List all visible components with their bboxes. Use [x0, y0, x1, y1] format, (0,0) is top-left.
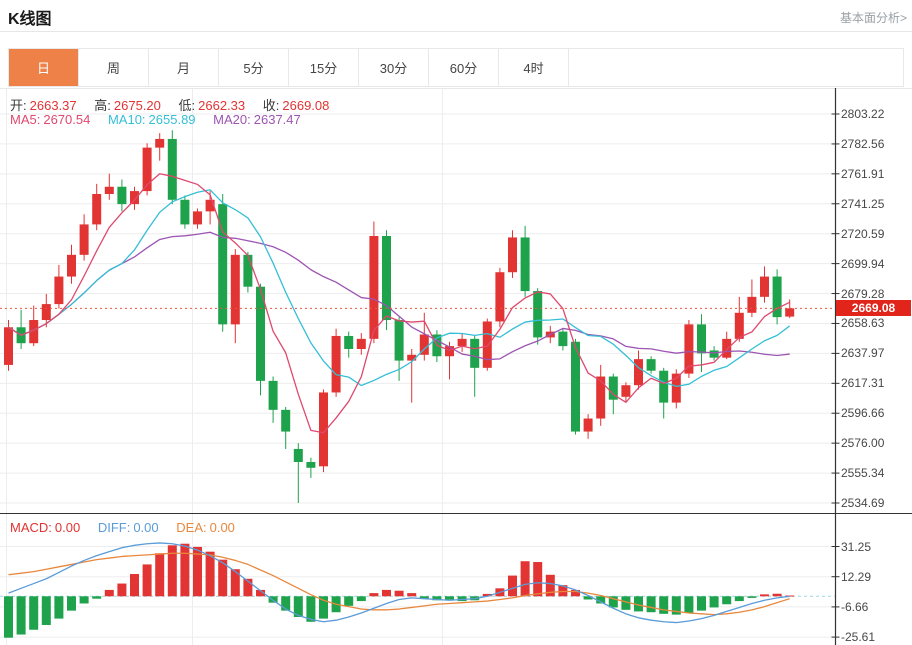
- tab-day[interactable]: 日: [9, 49, 79, 86]
- current-price-badge: 2669.08: [836, 300, 911, 317]
- macd-legend: MACD: 0.00 DIFF: 0.00 DEA: 0.00: [10, 520, 238, 535]
- tab-month[interactable]: 月: [149, 49, 219, 86]
- page-header: K线图 基本面分析>: [0, 0, 912, 32]
- diff-value: 0.00: [133, 520, 159, 535]
- dea-label: DEA:: [176, 520, 207, 535]
- macd-label: MACD:: [10, 520, 52, 535]
- high-value: 2675.20: [113, 98, 161, 113]
- macd-tick-label: 31.25: [841, 539, 872, 554]
- fundamental-analysis-link[interactable]: 基本面分析>: [839, 11, 907, 25]
- price-tick-label: 2761.91: [841, 166, 885, 181]
- open-value: 2663.37: [29, 98, 77, 113]
- price-tick-label: 2534.69: [841, 496, 885, 510]
- ma20-label: MA20:: [213, 112, 251, 127]
- tab-30min[interactable]: 30分: [359, 49, 429, 86]
- close-value: 2669.08: [282, 98, 330, 113]
- tab-5min[interactable]: 5分: [219, 49, 289, 86]
- high-label: 高:: [94, 98, 111, 113]
- ma5-value: 2670.54: [43, 112, 91, 127]
- price-tick-label: 2596.66: [841, 406, 885, 421]
- tab-4hour[interactable]: 4时: [499, 49, 569, 86]
- price-tick-label: 2679.28: [841, 286, 885, 301]
- price-tick-label: 2576.00: [841, 436, 885, 451]
- ma10-label: MA10:: [107, 112, 146, 127]
- macd-tick-label: -6.66: [841, 599, 869, 614]
- ma10-value: 2655.89: [148, 112, 196, 127]
- tab-60min[interactable]: 60分: [429, 49, 499, 86]
- price-tick-label: 2658.63: [841, 316, 885, 331]
- price-tick-label: 2637.97: [841, 346, 885, 361]
- price-tick-label: 2555.34: [841, 466, 885, 481]
- low-value: 2662.33: [198, 98, 246, 113]
- close-label: 收:: [262, 98, 280, 113]
- low-label: 低:: [178, 98, 196, 113]
- open-label: 开:: [10, 98, 27, 113]
- dea-value: 0.00: [209, 520, 235, 535]
- page-title: K线图: [8, 11, 52, 28]
- ohlc-legend: 开: 2663.37 高: 2675.20 低: 2662.33 收: 2669.08: [10, 95, 332, 114]
- tab-15min[interactable]: 15分: [289, 49, 359, 86]
- price-tick-label: 2782.56: [841, 136, 885, 151]
- price-tick-label: 2803.22: [841, 107, 885, 121]
- ma-legend: MA5: 2670.54 MA10: 2655.89 MA20: 2637.47: [10, 112, 304, 127]
- macd-tick-label: -25.61: [841, 630, 876, 645]
- price-tick-label: 2720.59: [841, 226, 885, 241]
- tab-week[interactable]: 周: [79, 49, 149, 86]
- price-tick-label: 2699.94: [841, 256, 885, 271]
- macd-tick-label: 12.29: [841, 569, 872, 584]
- price-tick-label: 2617.31: [841, 376, 885, 391]
- period-tab-bar: 日 周 月 5分 15分 30分 60分 4时: [8, 48, 904, 87]
- ma20-value: 2637.47: [253, 112, 301, 127]
- ma5-label: MA5:: [10, 112, 41, 127]
- macd-value: 0.00: [54, 520, 81, 535]
- price-tick-label: 2741.25: [841, 196, 885, 211]
- diff-label: DIFF:: [97, 520, 131, 535]
